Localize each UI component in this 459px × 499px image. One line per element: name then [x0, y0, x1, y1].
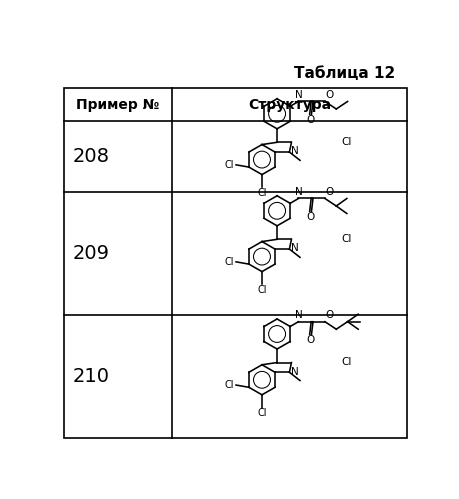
- Text: O: O: [307, 335, 315, 345]
- Text: O: O: [326, 310, 334, 320]
- Text: Cl: Cl: [225, 160, 235, 170]
- Text: Cl: Cl: [257, 408, 267, 418]
- Text: 209: 209: [73, 244, 110, 262]
- Text: 210: 210: [73, 367, 110, 386]
- Text: Cl: Cl: [257, 188, 267, 198]
- Text: N: N: [296, 187, 303, 197]
- Text: Пример №: Пример №: [76, 97, 160, 112]
- Text: O: O: [326, 90, 334, 100]
- Text: Cl: Cl: [225, 257, 235, 267]
- Text: Cl: Cl: [225, 380, 235, 390]
- Text: N: N: [291, 244, 299, 253]
- Text: O: O: [326, 187, 334, 197]
- Text: O: O: [307, 212, 315, 222]
- Text: Cl: Cl: [341, 357, 352, 367]
- Text: Cl: Cl: [341, 235, 352, 245]
- Text: Таблица 12: Таблица 12: [293, 66, 395, 81]
- Text: N: N: [291, 367, 299, 377]
- Text: N: N: [296, 90, 303, 100]
- Text: 208: 208: [73, 147, 110, 166]
- Text: N: N: [296, 310, 303, 320]
- Text: Структура: Структура: [248, 97, 331, 112]
- Text: O: O: [307, 115, 315, 125]
- Text: Cl: Cl: [257, 285, 267, 295]
- Text: Cl: Cl: [341, 137, 352, 147]
- Text: N: N: [291, 146, 299, 156]
